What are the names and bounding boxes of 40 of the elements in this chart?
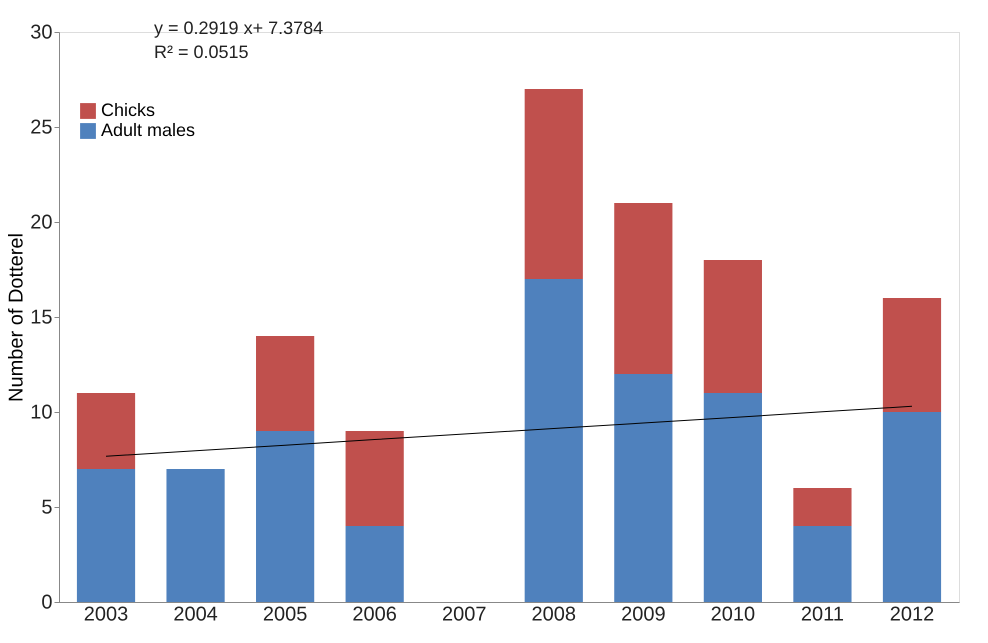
x-tick-label: 2003 (84, 604, 128, 626)
bar (256, 431, 314, 602)
x-tick-label: 2011 (800, 604, 844, 626)
bar (882, 298, 942, 412)
y-tick-label: 20 (30, 212, 52, 234)
y-tick-label: 10 (30, 402, 52, 424)
y-axis-title: Number of Dotterel (5, 233, 28, 402)
bar (882, 412, 942, 602)
bar (346, 431, 404, 526)
bar (614, 203, 672, 374)
bar (346, 526, 404, 602)
x-tick-label: 2007 (442, 604, 486, 626)
y-tick-label: 15 (30, 306, 52, 328)
y-tick-label: 25 (30, 116, 52, 138)
bar (76, 393, 136, 469)
bar (793, 488, 852, 526)
bar (166, 469, 225, 602)
x-tick-label: 2009 (621, 604, 666, 626)
y-tick-label: 0 (41, 592, 52, 614)
y-tick-label: 5 (41, 496, 52, 518)
y-tick-label: 30 (30, 22, 52, 44)
legend-label: Chicks (101, 100, 156, 120)
bar (704, 393, 762, 602)
x-tick-label: 2008 (532, 604, 576, 626)
bar (524, 89, 583, 279)
x-tick-label: 2010 (710, 604, 756, 626)
legend-label: Adult males (101, 120, 196, 140)
x-tick-label: 2005 (262, 604, 308, 626)
line-series (106, 406, 912, 457)
annotation: y = 0.2919 x+ 7.3784 (154, 18, 324, 38)
x-tick-label: 2006 (352, 604, 397, 626)
x-tick-label: 2004 (173, 604, 218, 626)
bar (614, 374, 672, 602)
bar (793, 526, 852, 602)
annotation: R² = 0.0515 (154, 42, 249, 62)
bar (256, 336, 314, 431)
x-tick-label: 2012 (890, 604, 934, 626)
bar (704, 260, 762, 393)
bar (76, 469, 136, 602)
bar (524, 279, 583, 602)
